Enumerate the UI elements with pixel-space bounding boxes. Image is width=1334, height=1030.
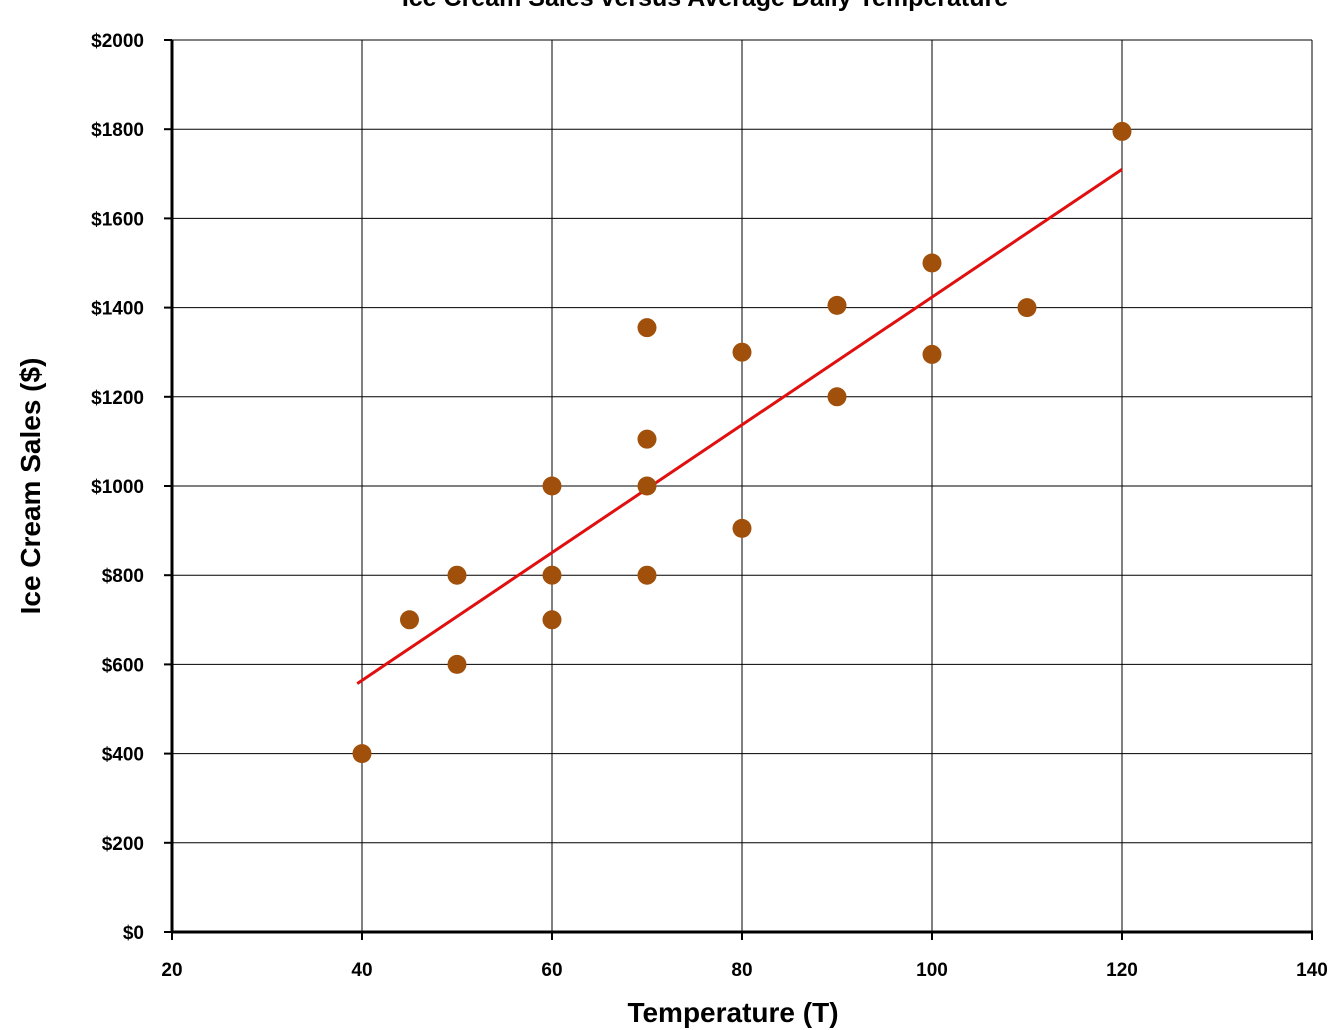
y-tick-label: $400: [102, 745, 144, 766]
data-point: [637, 476, 657, 496]
data-point: [732, 518, 752, 538]
data-point: [1112, 121, 1132, 141]
grid: [172, 39, 1313, 932]
x-tick-label: 80: [731, 960, 752, 981]
y-axis-label: Ice Cream Sales ($): [15, 358, 46, 615]
x-axis-label: Temperature (T): [627, 997, 838, 1028]
data-point: [922, 253, 942, 273]
axes: [164, 39, 1313, 940]
data-point: [542, 610, 562, 630]
data-point: [827, 295, 847, 315]
y-tick-label: $2000: [91, 31, 144, 52]
y-tick-label: $600: [102, 655, 144, 676]
x-tick-label: 40: [351, 960, 372, 981]
y-tick-label: $1800: [91, 120, 144, 141]
y-tick-label: $200: [102, 834, 144, 855]
data-point: [447, 565, 467, 585]
y-tick-label: $1400: [91, 299, 144, 320]
y-tick-label: $800: [102, 566, 144, 587]
data-points: [352, 121, 1132, 764]
x-tick-label: 100: [916, 960, 948, 981]
data-point: [542, 565, 562, 585]
chart-title: Ice Cream Sales versus Average Daily Tem…: [402, 0, 1008, 12]
x-tick-label: 20: [161, 960, 182, 981]
data-point: [352, 744, 372, 764]
data-point: [732, 342, 752, 362]
y-tick-label: $1600: [91, 209, 144, 230]
data-point: [637, 318, 657, 338]
data-point: [400, 610, 419, 630]
data-point: [922, 344, 942, 364]
y-tick-label: $0: [123, 923, 144, 944]
data-point: [637, 565, 657, 585]
x-tick-label: 120: [1106, 960, 1138, 981]
data-point: [637, 429, 657, 449]
data-point: [1017, 298, 1037, 318]
data-point: [542, 476, 562, 496]
x-tick-label: 140: [1296, 960, 1328, 981]
tick-labels: 20 40 60 80 100 120 140 $0 $200 $400 $600 $800 $1000…: [91, 31, 1328, 981]
trendline: [356, 168, 1123, 685]
trendline-group: [356, 168, 1123, 685]
y-tick-label: $1200: [91, 388, 144, 409]
data-point: [827, 387, 847, 407]
y-tick-label: $1000: [91, 477, 144, 498]
data-point: [447, 654, 467, 674]
x-tick-label: 60: [541, 960, 562, 981]
